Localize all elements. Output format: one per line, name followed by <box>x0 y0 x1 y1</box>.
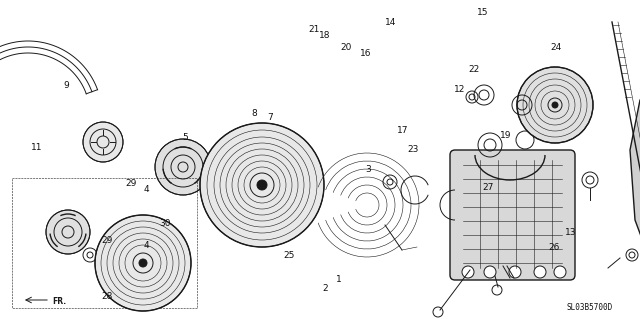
Circle shape <box>534 266 546 278</box>
Circle shape <box>554 266 566 278</box>
Circle shape <box>155 139 211 195</box>
Text: 3: 3 <box>366 165 371 174</box>
Text: SL03B5700D: SL03B5700D <box>567 303 613 313</box>
Text: 20: 20 <box>340 43 351 52</box>
Circle shape <box>462 266 474 278</box>
Text: 4: 4 <box>143 241 148 250</box>
Circle shape <box>484 266 496 278</box>
Circle shape <box>509 266 521 278</box>
Bar <box>12 178 197 308</box>
Text: 27: 27 <box>482 183 493 192</box>
Circle shape <box>200 123 324 247</box>
Text: 12: 12 <box>454 85 465 94</box>
Text: 7: 7 <box>268 113 273 122</box>
Text: 5: 5 <box>183 133 188 142</box>
Circle shape <box>83 122 123 162</box>
FancyBboxPatch shape <box>450 150 575 280</box>
Circle shape <box>517 67 593 143</box>
Text: FR.: FR. <box>52 298 66 307</box>
Circle shape <box>46 210 90 254</box>
Text: 1: 1 <box>337 275 342 284</box>
Text: 22: 22 <box>468 65 479 74</box>
Text: 24: 24 <box>550 43 561 52</box>
Text: 4: 4 <box>143 185 148 194</box>
Text: 2: 2 <box>323 284 328 293</box>
Text: 11: 11 <box>31 143 43 152</box>
Polygon shape <box>630 90 640 255</box>
Text: 13: 13 <box>565 228 577 237</box>
Text: 25: 25 <box>284 251 295 260</box>
Text: 29: 29 <box>125 179 137 188</box>
Text: 28: 28 <box>102 292 113 301</box>
Text: 19: 19 <box>500 131 511 140</box>
Text: 26: 26 <box>548 243 559 252</box>
Text: 29: 29 <box>102 236 113 245</box>
Text: 9: 9 <box>63 81 68 90</box>
Text: 17: 17 <box>397 126 409 135</box>
Text: 21: 21 <box>308 25 319 34</box>
Circle shape <box>95 215 191 311</box>
Text: 14: 14 <box>385 19 396 27</box>
Text: 16: 16 <box>360 49 371 58</box>
Text: 18: 18 <box>319 31 331 40</box>
Text: 23: 23 <box>407 145 419 154</box>
Circle shape <box>257 180 267 190</box>
Text: 15: 15 <box>477 8 489 17</box>
Text: 8: 8 <box>252 109 257 118</box>
Circle shape <box>139 259 147 267</box>
Circle shape <box>552 102 558 108</box>
Text: 30: 30 <box>159 219 171 228</box>
